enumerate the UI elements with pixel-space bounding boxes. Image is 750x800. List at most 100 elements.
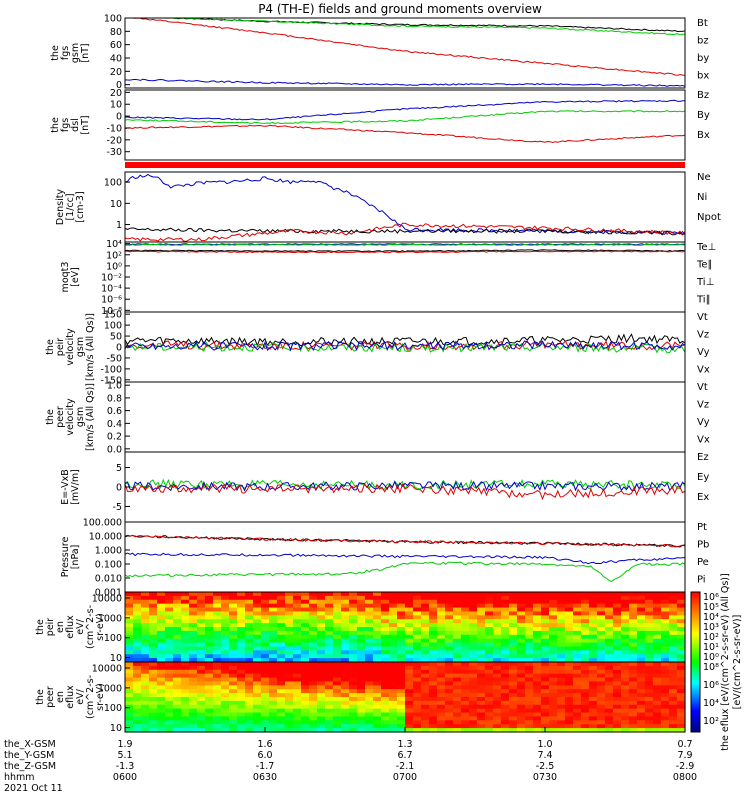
spectrogram-cell bbox=[661, 716, 670, 721]
spectrogram-cell bbox=[485, 704, 494, 710]
spectrogram-cell bbox=[173, 700, 182, 706]
spectrogram-cell bbox=[629, 724, 638, 729]
spectrogram-cell bbox=[525, 642, 534, 648]
y-tick-label: 1 bbox=[116, 220, 122, 231]
spectrogram-cell bbox=[477, 697, 486, 702]
spectrogram-cell bbox=[309, 700, 318, 706]
spectrogram-cell bbox=[333, 708, 342, 714]
spectrogram-cell bbox=[157, 634, 166, 640]
spectrogram-cell bbox=[229, 662, 238, 667]
spectrogram-cell bbox=[509, 642, 518, 648]
series-line-peir_velocity-blue bbox=[124, 340, 686, 352]
spectrogram-cell bbox=[325, 662, 334, 667]
spectrogram-cell bbox=[253, 677, 262, 683]
spectrogram-cell bbox=[597, 627, 606, 632]
flag-bar bbox=[125, 162, 685, 168]
spectrogram-cell bbox=[357, 728, 366, 733]
spectrogram-cell bbox=[365, 646, 374, 651]
spectrogram-cell bbox=[309, 627, 318, 632]
spectrogram-cell bbox=[461, 720, 470, 725]
spectrogram-cell bbox=[405, 677, 414, 683]
spectrogram-cell bbox=[557, 599, 566, 605]
spectrogram-cell bbox=[557, 642, 566, 648]
spectrogram-cell bbox=[205, 662, 214, 667]
spectrogram-cell bbox=[477, 615, 486, 620]
spectrogram-cell bbox=[461, 697, 470, 702]
spectrogram-cell bbox=[341, 658, 350, 663]
spectrogram-cell bbox=[653, 708, 662, 714]
spectrogram-cell bbox=[453, 704, 462, 710]
spectrogram-cell bbox=[477, 595, 486, 601]
spectrogram-cell bbox=[565, 728, 574, 733]
x-tick-label: 1.0 bbox=[537, 739, 552, 750]
spectrogram-cell bbox=[141, 697, 150, 702]
spectrogram-cell bbox=[437, 658, 446, 663]
spectrogram-cell bbox=[597, 665, 606, 671]
spectrogram-cell bbox=[413, 681, 422, 686]
spectrogram-cell bbox=[165, 611, 174, 616]
spectrogram-cell bbox=[517, 681, 526, 686]
spectrogram-cell bbox=[277, 662, 286, 667]
spectrogram-cell bbox=[205, 623, 214, 628]
spectrogram-cell bbox=[181, 599, 190, 605]
spectrogram-cell bbox=[645, 673, 654, 679]
spectrogram-cell bbox=[229, 634, 238, 640]
spectrogram-cell bbox=[621, 724, 630, 729]
spectrogram-cell bbox=[549, 720, 558, 725]
spectrogram-cell bbox=[221, 623, 230, 628]
spectrogram-cell bbox=[301, 681, 310, 686]
spectrogram-cell bbox=[501, 654, 510, 659]
y-axis-label-line: [km/s (All Qs)] bbox=[85, 383, 96, 451]
spectrogram-cell bbox=[381, 708, 390, 714]
y-tick-label: 0 bbox=[116, 343, 122, 354]
spectrogram-cell bbox=[237, 669, 246, 675]
spectrogram-cell bbox=[149, 724, 158, 729]
spectrogram-cell bbox=[445, 654, 454, 659]
legend-Vt: Vt bbox=[697, 312, 708, 323]
spectrogram-cell bbox=[445, 689, 454, 694]
spectrogram-cell bbox=[317, 599, 326, 605]
spectrogram-cell bbox=[197, 607, 206, 613]
spectrogram-cell bbox=[461, 592, 470, 597]
spectrogram-cell bbox=[309, 642, 318, 648]
spectrogram-cell bbox=[581, 708, 590, 714]
spectrogram-cell bbox=[269, 700, 278, 706]
spectrogram-cell bbox=[309, 716, 318, 721]
spectrogram-cell bbox=[549, 603, 558, 609]
spectrogram-cell bbox=[165, 634, 174, 640]
spectrogram-cell bbox=[557, 654, 566, 659]
spectrogram-cell bbox=[229, 728, 238, 733]
spectrogram-cell bbox=[269, 642, 278, 648]
spectrogram-cell bbox=[485, 689, 494, 694]
y-tick-label: 10 bbox=[110, 199, 122, 210]
spectrogram-cell bbox=[485, 619, 494, 624]
spectrogram-cell bbox=[365, 704, 374, 710]
spectrogram-cell bbox=[493, 685, 502, 690]
spectrogram-cell bbox=[181, 654, 190, 659]
spectrogram-cell bbox=[381, 716, 390, 721]
spectrogram-cell bbox=[589, 704, 598, 710]
spectrogram-cell bbox=[333, 619, 342, 624]
spectrogram-cell bbox=[197, 673, 206, 679]
spectrogram-cell bbox=[429, 642, 438, 648]
spectrogram-cell bbox=[253, 607, 262, 613]
spectrogram-cell bbox=[149, 728, 158, 733]
y-axis-label-line: gsm bbox=[70, 43, 81, 63]
spectrogram-cell bbox=[237, 607, 246, 613]
spectrogram-cell bbox=[661, 689, 670, 694]
spectrogram-cell bbox=[293, 623, 302, 628]
spectrogram-cell bbox=[141, 662, 150, 667]
spectrogram-cell bbox=[669, 654, 678, 659]
spectrogram-cell bbox=[357, 627, 366, 632]
spectrogram-cell bbox=[541, 650, 550, 655]
spectrogram-cell bbox=[389, 665, 398, 671]
spectrogram-cell bbox=[421, 627, 430, 632]
spectrogram-cell bbox=[445, 646, 454, 651]
spectrogram-cell bbox=[365, 650, 374, 655]
spectrogram-cell bbox=[285, 708, 294, 714]
spectrogram-cell bbox=[205, 720, 214, 725]
spectrogram-cell bbox=[485, 716, 494, 721]
spectrogram-cell bbox=[557, 681, 566, 686]
spectrogram-cell bbox=[669, 611, 678, 616]
